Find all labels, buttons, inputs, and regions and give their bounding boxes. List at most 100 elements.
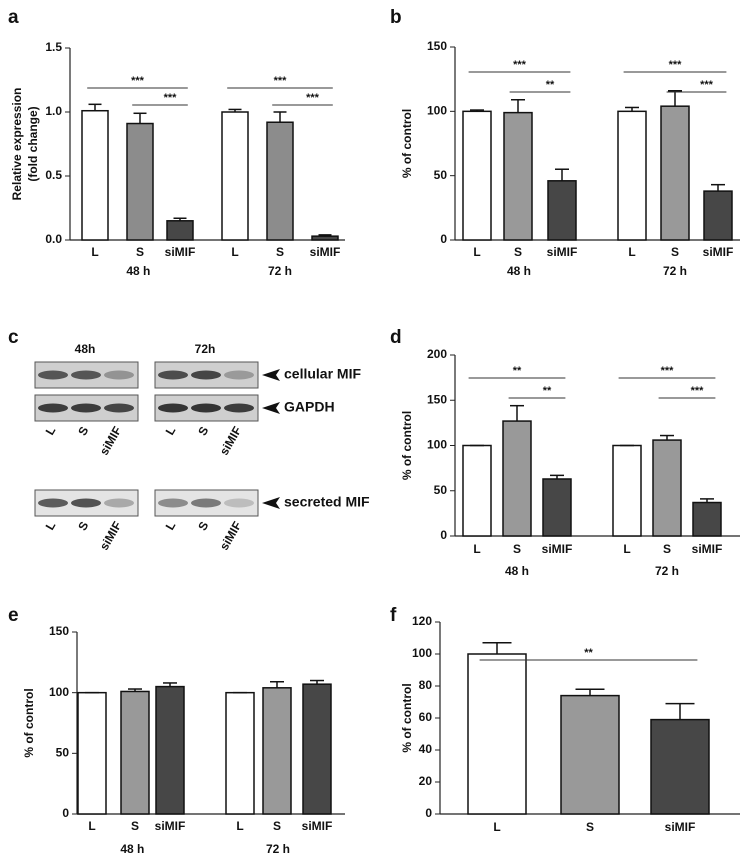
panel-label: c (8, 327, 19, 348)
y-tick-label: 100 (427, 104, 447, 118)
y-tick-label: 150 (49, 624, 69, 638)
bar (660, 105, 690, 241)
bar (462, 110, 492, 241)
y-tick-label: 0.0 (45, 232, 62, 246)
group-label: 48 h (507, 264, 531, 278)
group-label: 48 h (505, 564, 529, 578)
x-tick-label: L (623, 542, 630, 556)
y-tick-label: 150 (427, 39, 447, 53)
x-tick-label: siMIF (665, 820, 696, 834)
significance-label: *** (661, 365, 675, 377)
x-tick-label: siMIF (542, 542, 573, 556)
lane-label: L (43, 519, 59, 532)
bar (155, 685, 185, 815)
group-label: 72 h (663, 264, 687, 278)
time-label: 48h (75, 342, 96, 356)
blot-band (71, 403, 101, 413)
panel-label: f (390, 605, 397, 626)
blot-band (38, 403, 68, 413)
bar (120, 690, 150, 815)
x-tick-label: S (513, 542, 521, 556)
y-tick-label: 0 (440, 528, 447, 542)
bar (612, 444, 642, 537)
bar (502, 420, 532, 537)
significance-label: *** (513, 59, 527, 71)
group-label: 72 h (268, 264, 292, 278)
significance-label: *** (691, 385, 705, 397)
bar (262, 687, 292, 815)
x-tick-label: L (493, 820, 500, 834)
significance-label: *** (274, 75, 288, 87)
y-axis-label: (fold change) (26, 106, 40, 181)
x-tick-label: L (88, 819, 95, 833)
bar (126, 122, 154, 241)
y-tick-label: 50 (56, 746, 70, 760)
y-tick-label: 50 (434, 483, 448, 497)
significance-label: *** (306, 92, 320, 104)
bar (703, 190, 733, 241)
x-tick-label: siMIF (165, 245, 196, 259)
x-tick-label: siMIF (703, 245, 734, 259)
x-tick-label: L (231, 245, 238, 259)
group-label: 72 h (266, 842, 290, 856)
significance-label: ** (543, 385, 552, 397)
x-tick-label: S (671, 245, 679, 259)
significance-label: ** (546, 79, 555, 91)
significance-label: ** (584, 647, 593, 659)
significance-label: *** (700, 79, 714, 91)
lane-label: S (195, 424, 211, 438)
lane-label: siMIF (217, 519, 244, 553)
lane-label: L (43, 424, 59, 437)
y-axis-label: Relative expression (10, 88, 24, 201)
bar (692, 501, 722, 537)
y-axis-label: % of control (400, 411, 414, 480)
bar (503, 111, 533, 241)
group-label: 72 h (655, 564, 679, 578)
bar (77, 691, 107, 815)
bar (302, 683, 332, 815)
blot-band (191, 370, 221, 380)
blot-band (104, 403, 134, 413)
arrow (262, 497, 280, 509)
blot-band (71, 498, 101, 508)
blot-band (38, 370, 68, 380)
band-label: GAPDH (284, 399, 335, 415)
bar (166, 220, 194, 241)
y-tick-label: 40 (419, 742, 433, 756)
y-tick-label: 120 (412, 614, 432, 628)
lane-label: siMIF (217, 424, 244, 458)
y-tick-label: 150 (427, 392, 447, 406)
x-tick-label: L (236, 819, 243, 833)
y-tick-label: 0 (62, 806, 69, 820)
x-tick-label: siMIF (310, 245, 341, 259)
y-tick-label: 20 (419, 774, 433, 788)
group-label: 48 h (126, 264, 150, 278)
band-label: secreted MIF (284, 494, 370, 510)
x-tick-label: siMIF (692, 542, 723, 556)
x-tick-label: S (273, 819, 281, 833)
x-tick-label: S (136, 245, 144, 259)
x-tick-label: S (514, 245, 522, 259)
y-tick-label: 1.5 (45, 40, 62, 54)
y-tick-label: 100 (427, 438, 447, 452)
blot-band (104, 498, 134, 508)
lane-label: L (163, 519, 179, 532)
y-tick-label: 50 (434, 168, 448, 182)
panel-label: a (8, 7, 19, 28)
y-tick-label: 80 (419, 678, 433, 692)
x-tick-label: S (586, 820, 594, 834)
bar (542, 478, 572, 537)
bar (547, 180, 577, 241)
blot-band (38, 498, 68, 508)
x-tick-label: siMIF (547, 245, 578, 259)
x-tick-label: S (663, 542, 671, 556)
panel-label: d (390, 327, 402, 348)
y-axis-label: % of control (400, 683, 414, 752)
band-label: cellular MIF (284, 366, 361, 382)
x-tick-label: L (628, 245, 635, 259)
bar (462, 444, 492, 537)
bar (560, 694, 620, 815)
group-label: 48 h (120, 842, 144, 856)
blot-band (191, 498, 221, 508)
